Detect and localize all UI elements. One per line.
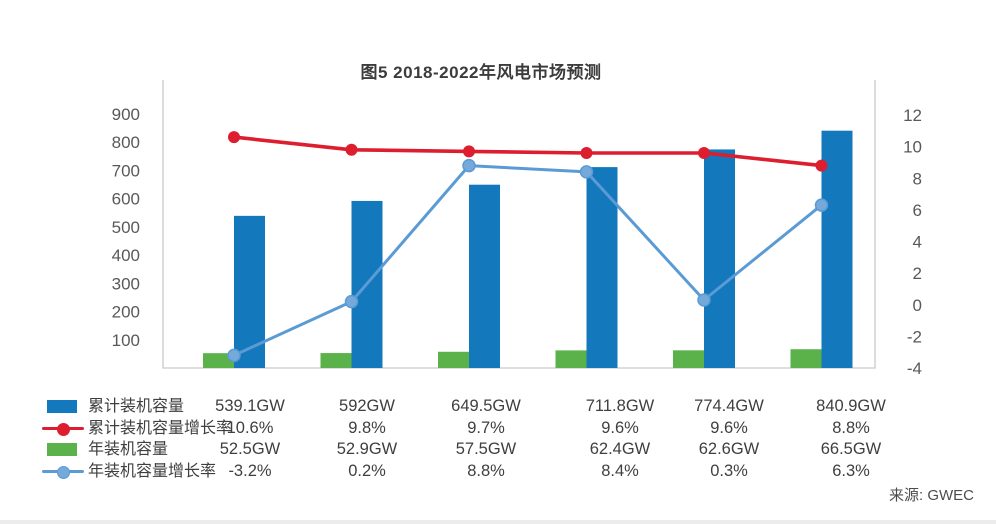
line-marker-icon [57, 422, 70, 436]
annual-capacity-bar [555, 350, 587, 368]
table-value: 539.1GW [215, 397, 285, 415]
annual-growth-point [344, 294, 359, 309]
table-value: 649.5GW [451, 397, 521, 415]
annual-growth-point [227, 348, 241, 363]
left-axis-tick-label: 300 [112, 274, 140, 293]
left-axis-tick-label: 400 [112, 246, 140, 265]
table-value: 6.3% [832, 461, 870, 480]
right-axis-tick-label: -2 [907, 327, 922, 346]
series-name-label: 年装机容量增长率 [88, 462, 217, 480]
annual-capacity-bar [203, 353, 234, 368]
table-value: 774.4GW [694, 397, 764, 415]
legend-row: 年装机容量增长率 -3.2% 0.2% 8.8% 8.4% 0.3% 6.3% [0, 461, 996, 482]
axes-frame [162, 80, 876, 369]
source-label: 来源: GWEC [889, 487, 974, 504]
series-name-label: 累计装机容量 [88, 398, 185, 415]
series-name-label: 年装机容量 [88, 441, 169, 458]
table-value: 8.8% [832, 418, 870, 437]
table-value: 592GW [339, 397, 395, 415]
cumulative-growth-point [815, 159, 828, 172]
legend-row: 年装机容量 52.5GW 52.9GW 57.5GW 62.4GW 62.6GW 66.5G… [0, 439, 996, 460]
left-axis-tick-label: 500 [112, 218, 140, 237]
chart-title: 图5 2018-2022年风电市场预测 [360, 63, 602, 82]
chart-plot-area: 100 200 300 400 500 600 700 800 900 -4 -2 0 2 4 6 8 10 12 [112, 80, 922, 378]
table-value: 0.3% [710, 461, 748, 480]
right-axis-tick-label: 10 [903, 138, 922, 157]
annual-capacity-bar [790, 349, 822, 368]
right-axis-tick-label: -4 [907, 359, 922, 378]
cumulative-growth-point [228, 131, 240, 144]
cumulative-growth-point [580, 147, 593, 159]
left-axis-tick-label: 200 [112, 303, 140, 322]
table-value: 52.9GW [336, 440, 398, 458]
annual-growth-line [233, 164, 823, 357]
cumulative-capacity-bar [704, 149, 735, 368]
table-value: 0.2% [348, 461, 386, 480]
left-axis-tick-label: 600 [112, 190, 140, 209]
cumulative-growth-point [345, 143, 358, 156]
left-axis-tick-label: 700 [112, 161, 140, 180]
table-value: 52.5GW [219, 440, 281, 458]
left-axis-tick-label: 900 [112, 105, 140, 124]
table-value: 9.6% [710, 418, 748, 437]
cumulative-growth-point [698, 147, 710, 159]
right-axis-tick-label: 6 [913, 201, 922, 220]
right-axis-tick-label: 8 [913, 169, 922, 188]
cumulative-growth-point [463, 145, 475, 158]
table-value: 711.8GW [585, 397, 655, 415]
left-axis-tick-label: 800 [112, 133, 140, 152]
table-value: 62.6GW [698, 440, 760, 458]
table-value: 10.6% [226, 418, 274, 437]
table-value: 840.9GW [816, 397, 886, 415]
right-axis-tick-label: 4 [913, 233, 922, 252]
table-value: 57.5GW [455, 440, 517, 458]
table-value: 8.8% [467, 461, 505, 480]
annual-growth-point [814, 198, 829, 212]
cumulative-capacity-bar [821, 130, 853, 368]
table-value: 9.7% [467, 418, 505, 437]
bar-swatch-icon [47, 443, 77, 456]
annual-capacity-bar [673, 350, 704, 368]
series-name-label: 累计装机容量增长率 [88, 419, 233, 437]
table-value: 9.6% [601, 418, 639, 437]
bar-swatch-icon [47, 400, 77, 413]
annual-growth-point [697, 293, 711, 307]
table-value: 62.4GW [589, 440, 651, 458]
table-value: -3.2% [228, 461, 272, 480]
table-value: 8.4% [601, 461, 639, 480]
line-marker-icon [57, 465, 70, 479]
table-value: 66.5GW [820, 440, 882, 458]
legend-row: 累计装机容量 539.1GW 592GW 649.5GW 711.8GW 774.4GW 8… [0, 396, 996, 417]
left-axis-tick-label: 100 [112, 331, 140, 350]
annual-capacity-bar [438, 351, 469, 368]
annual-capacity-bar [320, 353, 352, 368]
right-axis-tick-label: 2 [913, 264, 922, 283]
legend-row: 累计装机容量增长率 10.6% 9.8% 9.7% 9.6% 9.6% 8.8% [0, 418, 996, 439]
right-axis-tick-label: 12 [903, 106, 922, 125]
cumulative-growth-line [233, 135, 822, 168]
right-axis-tick-label: 0 [913, 296, 922, 315]
cumulative-capacity-bar [469, 184, 500, 368]
page-edge-divider [0, 520, 996, 524]
table-value: 9.8% [348, 418, 386, 437]
annual-growth-point [462, 158, 476, 173]
annual-growth-point [579, 165, 594, 179]
